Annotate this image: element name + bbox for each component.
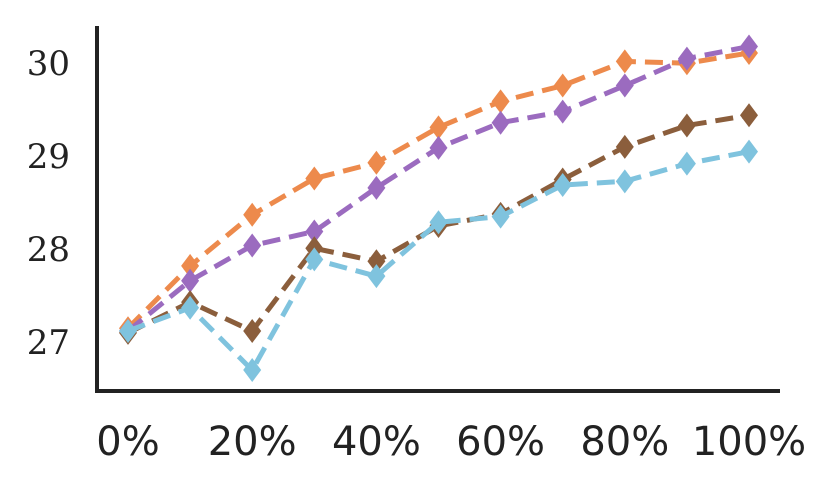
series-0 [119, 41, 758, 341]
x-tick-label: 40% [332, 419, 421, 465]
series-1-point [553, 99, 572, 124]
series-2-line [126, 112, 750, 336]
series-3-point [119, 319, 137, 344]
series-3-point [553, 173, 572, 198]
series-3-point [243, 358, 262, 383]
series-0-point [305, 166, 324, 191]
series-1-line [126, 44, 750, 333]
series-1-point [740, 34, 758, 59]
series-0-point [553, 73, 572, 98]
series-1-point [615, 73, 634, 98]
series-1-point [305, 219, 324, 244]
series-0-point [367, 150, 386, 175]
series-1-point [491, 110, 510, 135]
series-3-point [429, 210, 448, 235]
series-3-point [677, 151, 696, 176]
series-1-point [429, 135, 448, 160]
series-3-point [740, 139, 758, 164]
series-3-point [367, 264, 386, 289]
x-tick-labels: 0% 20% 40% 60% 80% 100% [96, 419, 806, 465]
series-2-point [677, 113, 696, 138]
x-tick-label: 80% [580, 419, 669, 465]
series-0-point [429, 115, 448, 140]
series-3-point [181, 295, 200, 320]
series-0-point [615, 49, 634, 74]
series-1-point [243, 233, 262, 258]
x-tick-label: 20% [208, 419, 297, 465]
y-tick-label: 27 [27, 323, 70, 363]
x-tick-label: 0% [96, 419, 159, 465]
series-1-point [367, 175, 386, 200]
series-0-line [126, 50, 750, 330]
series-2-point [740, 103, 758, 128]
y-tick-label: 30 [27, 44, 70, 84]
series-layer [119, 34, 758, 383]
series-3-line [127, 149, 750, 373]
series-2-point [367, 249, 386, 274]
x-tick-label: 100% [692, 419, 806, 465]
series-2-point [243, 319, 262, 344]
series-2-point [615, 134, 634, 159]
y-tick-labels: 27 28 29 30 [27, 44, 70, 363]
series-1 [119, 34, 758, 344]
series-0-point [243, 202, 262, 227]
series-3-point [305, 247, 324, 272]
series-0-point [181, 253, 200, 278]
y-tick-label: 29 [27, 137, 70, 177]
series-1-point [677, 46, 696, 71]
series-0-point [491, 89, 510, 114]
series-1-point [181, 268, 200, 293]
series-3 [119, 139, 758, 383]
y-tick-label: 28 [27, 230, 70, 270]
series-3-point [491, 204, 510, 229]
x-tick-label: 60% [456, 419, 545, 465]
series-3-point [615, 169, 634, 194]
